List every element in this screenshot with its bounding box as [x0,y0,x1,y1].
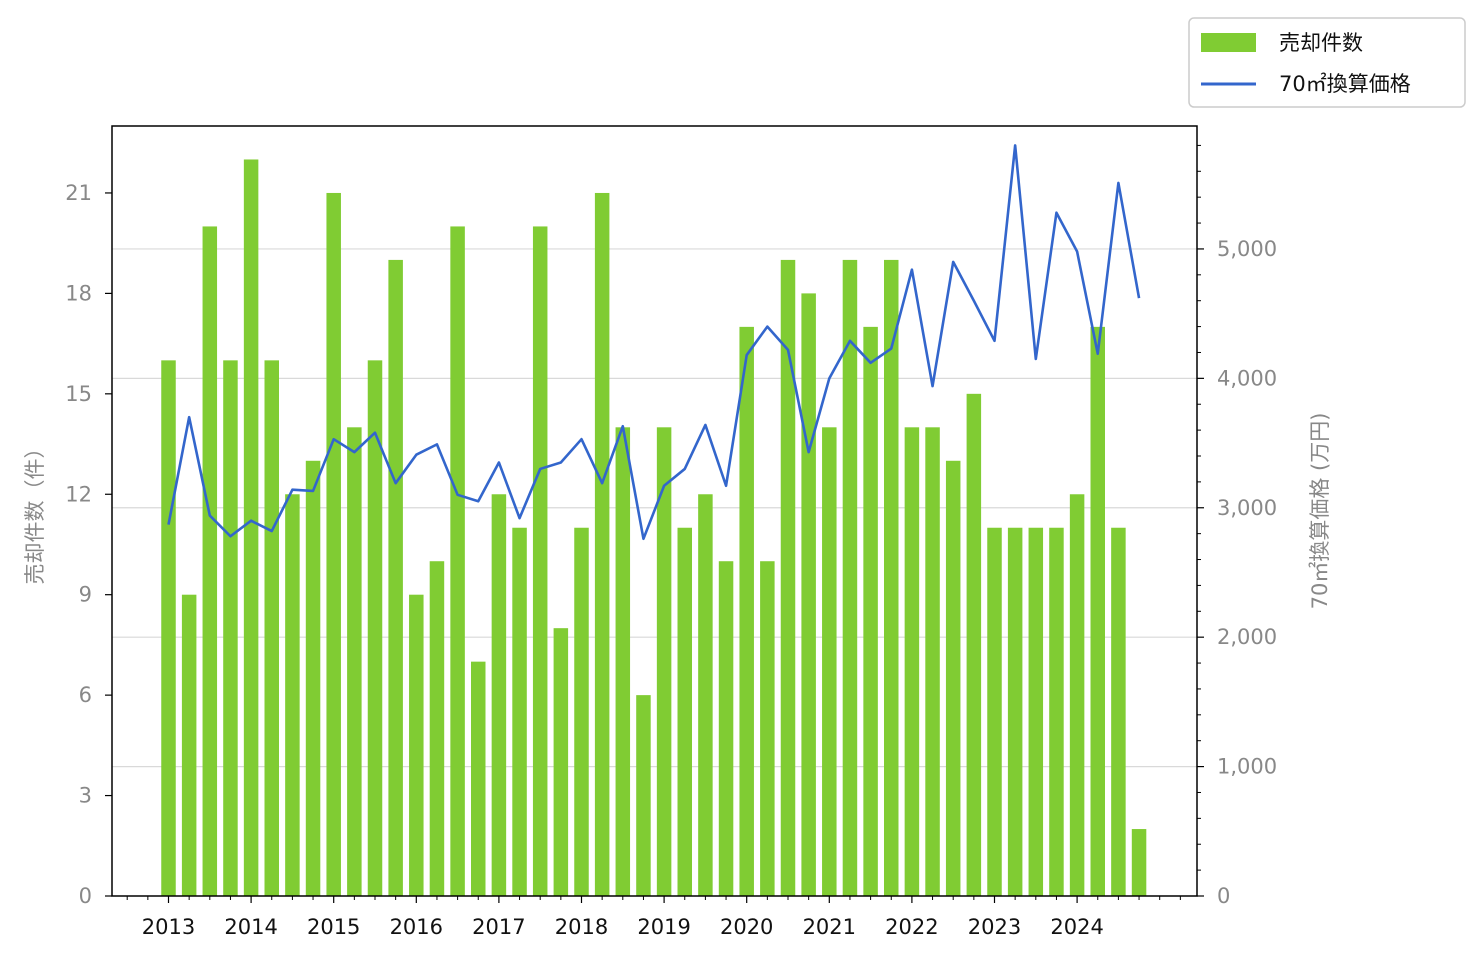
bar [966,393,982,896]
x-tick-label: 2021 [803,915,856,939]
bar [512,527,527,896]
bar [491,494,507,896]
bar [718,561,734,896]
x-tick-label: 2015 [307,915,360,939]
right-tick-label: 2,000 [1217,625,1277,649]
legend-swatch-bars [1201,33,1256,52]
bar [822,427,837,896]
legend-box [1188,17,1466,108]
bar [264,360,279,896]
bar [532,226,548,896]
left-tick-label: 3 [79,784,92,808]
bar [1090,326,1105,896]
left-tick-label: 18 [65,281,92,305]
x-tick-label: 2013 [142,915,195,939]
bar [243,159,259,896]
bar [574,527,589,896]
right-tick-label: 5,000 [1217,237,1277,261]
left-tick-label: 12 [65,482,92,506]
bar [1111,527,1126,896]
bar [987,527,1002,896]
bar [326,192,341,896]
left-axis-title: 売却件数（件） [23,438,47,585]
bar [1069,494,1085,896]
bar [161,360,176,896]
x-tick-label: 2024 [1050,915,1103,939]
bar [181,594,197,896]
x-tick-label: 2018 [555,915,608,939]
bar [471,661,486,896]
bar [925,427,940,896]
bar [450,226,465,896]
bar [904,427,920,896]
bar [656,427,672,896]
bar [553,628,569,896]
legend-label-line: 70㎡換算価格 [1279,72,1411,96]
x-tick-label: 2017 [472,915,525,939]
bar [409,594,424,896]
price-line [167,144,1141,541]
bar [367,360,383,896]
bar [677,527,692,896]
bar [388,259,403,896]
bar [739,326,754,896]
bar [945,460,961,896]
x-tick-label: 2020 [720,915,773,939]
bar [801,293,816,896]
right-tick-label: 4,000 [1217,366,1277,390]
bar [636,695,651,896]
x-tick-label: 2014 [224,915,277,939]
x-tick-label: 2022 [885,915,938,939]
left-tick-label: 21 [65,181,92,205]
left-tick-label: 0 [79,884,92,908]
x-tick-label: 2023 [968,915,1021,939]
bar [884,259,899,896]
axes: 0 3 6 9 12 15 18 21 0 1,000 2,000 3,000 4,000 5,000 20… [65,144,1277,939]
left-tick-label: 6 [79,683,92,707]
bar [780,259,796,896]
bar [863,326,878,896]
legend-label-bars: 売却件数 [1279,31,1363,55]
bar [594,192,610,896]
left-tick-label: 15 [65,382,92,406]
bar [842,259,858,896]
bar-series [161,159,1147,896]
bar [1131,829,1147,896]
legend: 売却件数 70㎡換算価格 [1188,17,1466,108]
bar [202,226,218,896]
bar [698,494,713,896]
bar [429,561,445,896]
bar [760,561,775,896]
bar [1028,527,1044,896]
right-tick-label: 3,000 [1217,496,1277,520]
bar [1007,527,1023,896]
right-tick-label: 0 [1217,884,1230,908]
bar [1049,527,1064,896]
bar [223,360,238,896]
plot-frame [111,125,1198,897]
line-series [167,144,1141,541]
bar [615,427,631,896]
bar [285,494,300,896]
bar [347,427,362,896]
x-tick-label: 2019 [637,915,690,939]
right-tick-label: 1,000 [1217,755,1277,779]
right-axis-title: 70㎡換算価格 (万円) [1308,413,1332,610]
bar [305,460,321,896]
left-tick-label: 9 [79,583,92,607]
x-tick-label: 2016 [390,915,443,939]
